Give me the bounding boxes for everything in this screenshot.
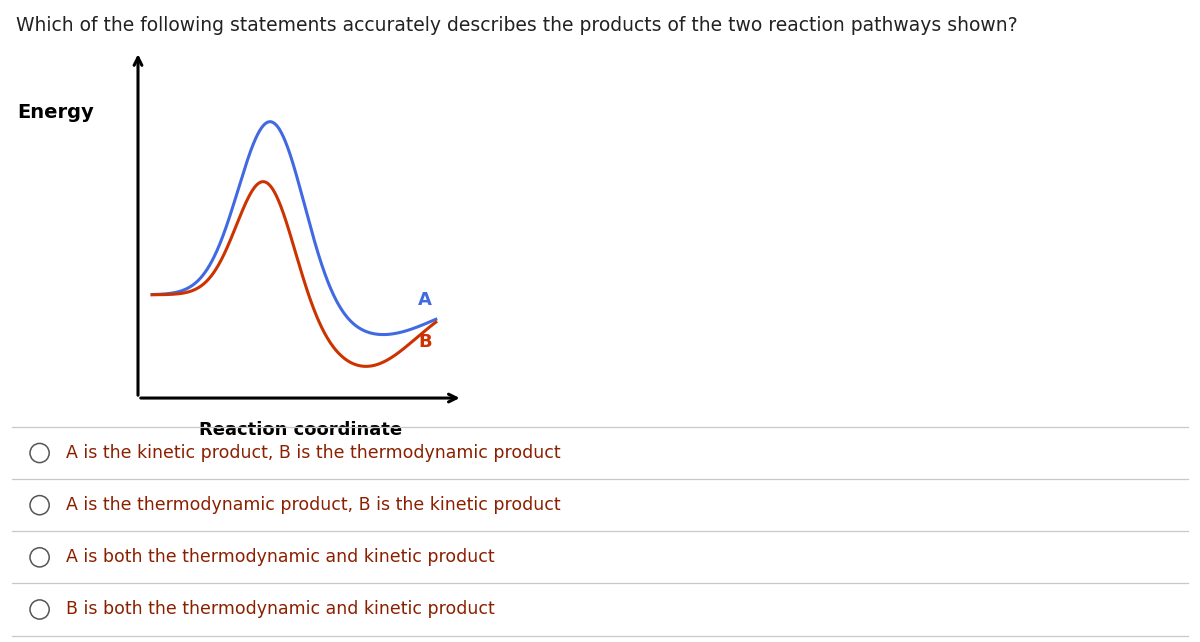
Text: B: B bbox=[418, 333, 432, 351]
Text: A: A bbox=[418, 291, 432, 309]
Text: Which of the following statements accurately describes the products of the two r: Which of the following statements accura… bbox=[16, 16, 1018, 35]
Text: A is the kinetic product, B is the thermodynamic product: A is the kinetic product, B is the therm… bbox=[66, 444, 560, 462]
Text: A is the thermodynamic product, B is the kinetic product: A is the thermodynamic product, B is the… bbox=[66, 496, 560, 514]
Text: Reaction coordinate: Reaction coordinate bbox=[199, 421, 402, 438]
Text: A is both the thermodynamic and kinetic product: A is both the thermodynamic and kinetic … bbox=[66, 548, 494, 566]
Text: Energy: Energy bbox=[18, 103, 95, 122]
Text: B is both the thermodynamic and kinetic product: B is both the thermodynamic and kinetic … bbox=[66, 600, 494, 618]
